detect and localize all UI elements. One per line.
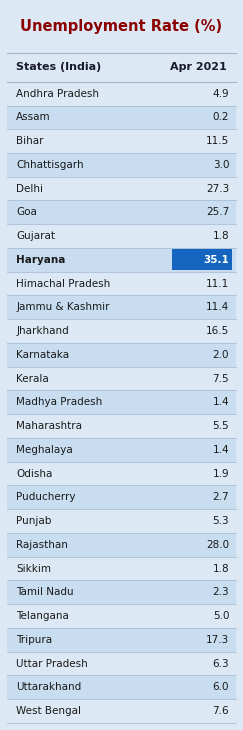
FancyBboxPatch shape	[7, 391, 236, 414]
FancyBboxPatch shape	[7, 485, 236, 509]
FancyBboxPatch shape	[7, 106, 236, 129]
Text: Telangana: Telangana	[16, 611, 69, 621]
Text: 2.0: 2.0	[213, 350, 229, 360]
Text: Chhattisgarh: Chhattisgarh	[16, 160, 84, 170]
Text: Sikkim: Sikkim	[16, 564, 51, 574]
FancyBboxPatch shape	[7, 296, 236, 319]
Text: Tripura: Tripura	[16, 635, 52, 645]
Text: Tamil Nadu: Tamil Nadu	[16, 587, 74, 597]
Text: Himachal Pradesh: Himachal Pradesh	[16, 279, 110, 288]
FancyBboxPatch shape	[7, 201, 236, 224]
Text: West Bengal: West Bengal	[16, 706, 81, 716]
FancyBboxPatch shape	[7, 248, 236, 272]
Text: Gujarat: Gujarat	[16, 231, 55, 241]
Text: 35.1: 35.1	[203, 255, 229, 265]
Text: 5.5: 5.5	[213, 421, 229, 431]
Text: 1.4: 1.4	[213, 445, 229, 455]
Text: Meghalaya: Meghalaya	[16, 445, 73, 455]
Text: 11.4: 11.4	[206, 302, 229, 312]
Text: Punjab: Punjab	[16, 516, 52, 526]
Text: 1.8: 1.8	[213, 564, 229, 574]
Text: States (India): States (India)	[16, 62, 101, 72]
Text: Goa: Goa	[16, 207, 37, 218]
Text: 1.9: 1.9	[213, 469, 229, 479]
Text: 7.6: 7.6	[213, 706, 229, 716]
FancyBboxPatch shape	[7, 438, 236, 461]
Text: Jammu & Kashmir: Jammu & Kashmir	[16, 302, 110, 312]
FancyBboxPatch shape	[7, 129, 236, 153]
Text: Kerala: Kerala	[16, 374, 49, 383]
Text: Bihar: Bihar	[16, 136, 43, 146]
FancyBboxPatch shape	[7, 652, 236, 675]
Text: Uttar Pradesh: Uttar Pradesh	[16, 658, 88, 669]
Text: Jharkhand: Jharkhand	[16, 326, 69, 336]
FancyBboxPatch shape	[7, 628, 236, 652]
Text: 1.4: 1.4	[213, 397, 229, 407]
FancyBboxPatch shape	[7, 604, 236, 628]
FancyBboxPatch shape	[7, 272, 236, 296]
FancyBboxPatch shape	[7, 343, 236, 366]
Text: 17.3: 17.3	[206, 635, 229, 645]
Text: 5.3: 5.3	[213, 516, 229, 526]
Text: Madhya Pradesh: Madhya Pradesh	[16, 397, 102, 407]
Text: Rajasthan: Rajasthan	[16, 539, 68, 550]
Text: Puducherry: Puducherry	[16, 492, 76, 502]
FancyBboxPatch shape	[7, 461, 236, 485]
Text: 0.2: 0.2	[213, 112, 229, 123]
FancyBboxPatch shape	[7, 533, 236, 557]
FancyBboxPatch shape	[172, 250, 232, 270]
Text: 4.9: 4.9	[213, 88, 229, 99]
Text: 6.3: 6.3	[213, 658, 229, 669]
Text: 2.3: 2.3	[213, 587, 229, 597]
Text: 11.5: 11.5	[206, 136, 229, 146]
Text: Haryana: Haryana	[16, 255, 65, 265]
Text: 11.1: 11.1	[206, 279, 229, 288]
Text: Delhi: Delhi	[16, 184, 43, 193]
FancyBboxPatch shape	[7, 319, 236, 343]
Text: 16.5: 16.5	[206, 326, 229, 336]
FancyBboxPatch shape	[7, 82, 236, 106]
Text: Andhra Pradesh: Andhra Pradesh	[16, 88, 99, 99]
FancyBboxPatch shape	[7, 509, 236, 533]
FancyBboxPatch shape	[7, 414, 236, 438]
FancyBboxPatch shape	[7, 224, 236, 248]
FancyBboxPatch shape	[7, 557, 236, 580]
Text: Assam: Assam	[16, 112, 51, 123]
Text: 7.5: 7.5	[213, 374, 229, 383]
Text: Odisha: Odisha	[16, 469, 52, 479]
Text: Uttarakhand: Uttarakhand	[16, 683, 81, 692]
Text: 27.3: 27.3	[206, 184, 229, 193]
FancyBboxPatch shape	[7, 675, 236, 699]
Text: 2.7: 2.7	[213, 492, 229, 502]
FancyBboxPatch shape	[7, 53, 236, 82]
Text: 3.0: 3.0	[213, 160, 229, 170]
Text: 1.8: 1.8	[213, 231, 229, 241]
Text: 25.7: 25.7	[206, 207, 229, 218]
FancyBboxPatch shape	[7, 699, 236, 723]
FancyBboxPatch shape	[7, 366, 236, 391]
FancyBboxPatch shape	[7, 580, 236, 604]
Text: 6.0: 6.0	[213, 683, 229, 692]
Text: Maharashtra: Maharashtra	[16, 421, 82, 431]
Text: Unemployment Rate (%): Unemployment Rate (%)	[20, 19, 223, 34]
Text: 28.0: 28.0	[206, 539, 229, 550]
FancyBboxPatch shape	[7, 153, 236, 177]
Text: 5.0: 5.0	[213, 611, 229, 621]
Text: Karnataka: Karnataka	[16, 350, 69, 360]
Text: Apr 2021: Apr 2021	[170, 62, 227, 72]
FancyBboxPatch shape	[7, 177, 236, 201]
